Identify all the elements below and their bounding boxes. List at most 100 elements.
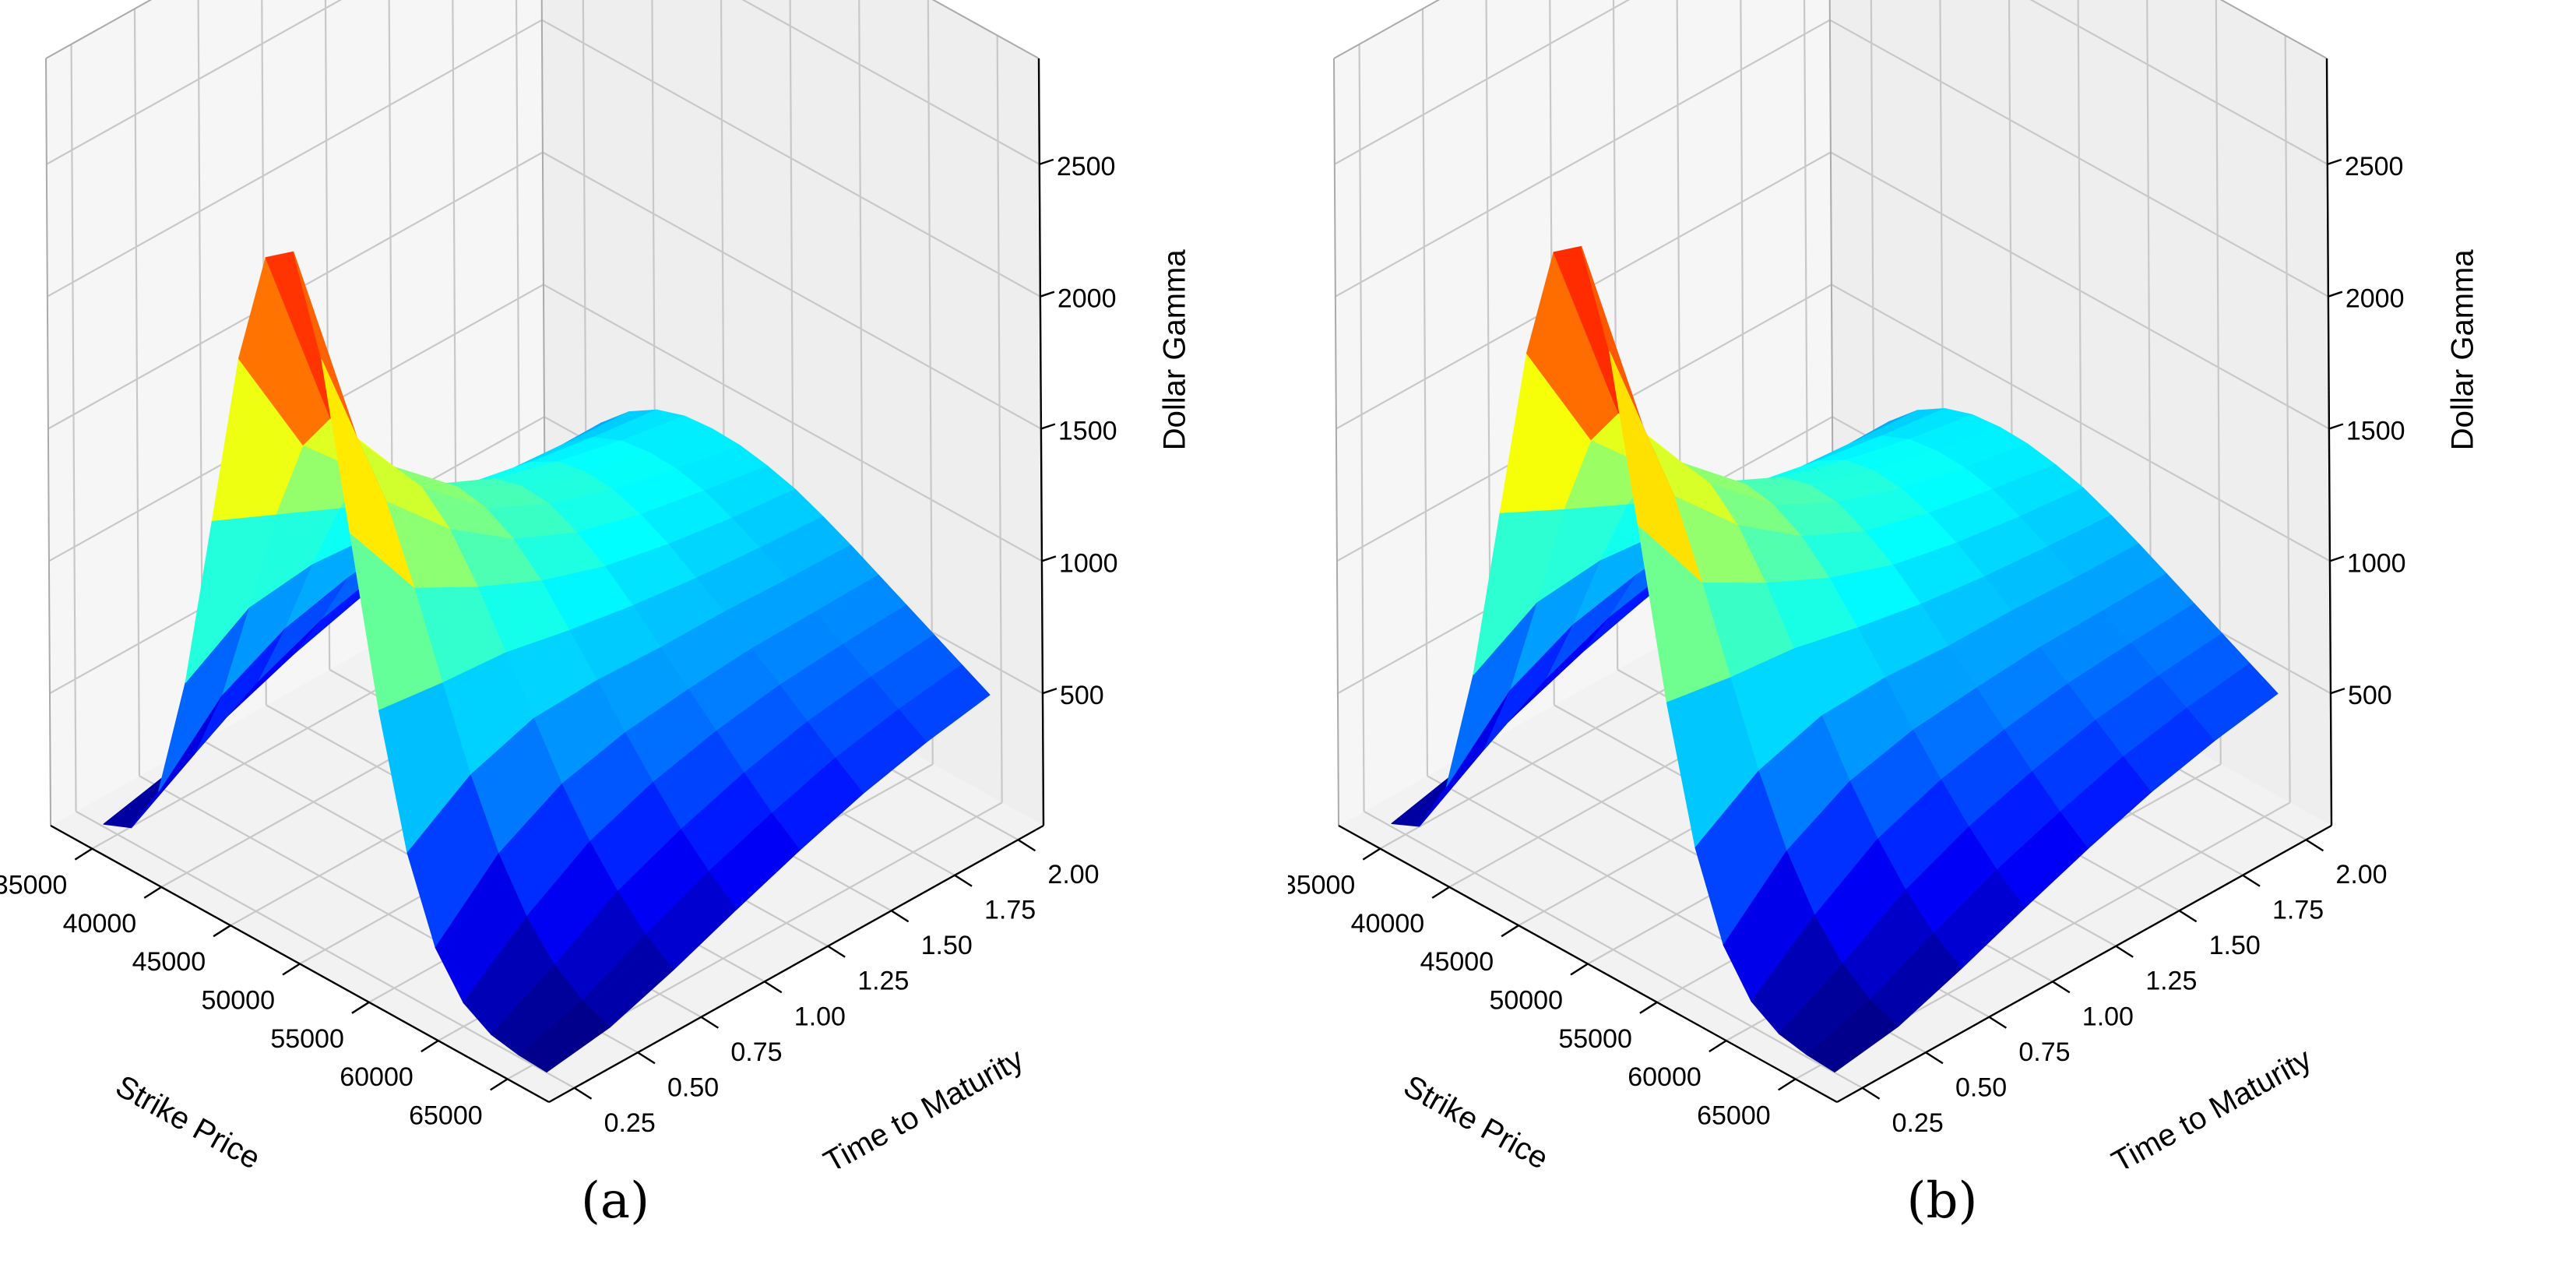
z-tick-mark — [2329, 555, 2345, 562]
x-tick-label: 40000 — [63, 909, 137, 939]
y-tick-label: 2.00 — [1047, 860, 1099, 889]
x-tick-mark — [143, 886, 162, 899]
z-axis-line — [2325, 58, 2333, 826]
z-tick-label: 1500 — [1058, 417, 1117, 446]
panel-b: 35000 40000 45000 50000 55000 60000 65000 0.25 0… — [1288, 0, 2576, 1268]
z-tick-mark — [1039, 158, 1054, 166]
x-tick-label: 50000 — [201, 986, 275, 1016]
x-tick-mark — [1501, 925, 1519, 938]
y-tick-label: 1.00 — [2082, 1002, 2134, 1031]
y-tick-mark — [1861, 1087, 1881, 1100]
x-tick-label: 55000 — [1558, 1024, 1632, 1054]
y-tick-label: 0.25 — [604, 1108, 656, 1138]
y-axis-title: Time to Maturity — [2106, 1042, 2317, 1168]
x-tick-mark — [1362, 847, 1381, 861]
z-tick-mark — [1040, 291, 1055, 298]
y-tick-label: 2.00 — [2335, 860, 2387, 889]
surface-mesh — [1391, 245, 2279, 1073]
x-tick-label: 35000 — [0, 871, 67, 900]
x-tick-label: 40000 — [1351, 909, 1425, 939]
y-tick-label: 1.50 — [2209, 931, 2261, 960]
z-tick-mark — [2328, 423, 2344, 430]
y-tick-label: 0.50 — [667, 1073, 719, 1102]
y-tick-mark — [1925, 1051, 1944, 1065]
z-tick-label: 2500 — [1057, 152, 1116, 181]
x-tick-label: 45000 — [132, 947, 206, 977]
x-tick-label: 45000 — [1420, 947, 1494, 977]
z-tick-mark — [2330, 688, 2345, 695]
y-tick-label: 0.25 — [1892, 1108, 1944, 1138]
y-tick-label: 1.25 — [857, 967, 909, 996]
x-tick-label: 35000 — [1288, 871, 1355, 900]
y-tick-mark — [2052, 981, 2071, 994]
y-tick-mark — [2178, 910, 2198, 923]
surface-plot-a: 35000 40000 45000 50000 55000 60000 65000 0.25 0… — [0, 0, 1191, 1168]
surface-facet — [518, 1000, 611, 1073]
z-tick-label: 1000 — [1059, 548, 1118, 578]
z-axis-title: Dollar Gamma — [1157, 249, 1191, 451]
z-tick-mark — [1041, 555, 1057, 562]
x-tick-mark — [1570, 963, 1589, 976]
z-tick-mark — [1040, 423, 1056, 430]
z-tick-mark — [2328, 291, 2343, 298]
x-axis-title: Strike Price — [110, 1069, 266, 1168]
y-tick-label: 1.75 — [2272, 896, 2324, 925]
surface-plot-b: 35000 40000 45000 50000 55000 60000 65000 0.25 0… — [1288, 0, 2479, 1168]
x-tick-mark — [490, 1078, 509, 1091]
x-tick-label: 65000 — [1697, 1101, 1771, 1130]
tick-labels: 35000 40000 45000 50000 55000 60000 65000 0.25 0… — [1288, 152, 2406, 1138]
x-tick-mark — [213, 925, 231, 938]
x-tick-label: 65000 — [409, 1101, 483, 1130]
z-tick-label: 2000 — [2345, 284, 2405, 314]
z-tick-mark — [2327, 158, 2342, 166]
z-tick-label: 500 — [1060, 681, 1104, 710]
x-tick-mark — [1709, 1040, 1727, 1053]
x-tick-mark — [421, 1040, 439, 1053]
surface-mesh — [103, 251, 991, 1073]
y-tick-mark — [764, 981, 783, 994]
y-tick-mark — [2242, 874, 2261, 887]
x-tick-mark — [282, 963, 301, 976]
x-tick-label: 55000 — [270, 1024, 344, 1054]
x-tick-mark — [1431, 886, 1450, 899]
y-tick-mark — [1988, 1016, 2008, 1029]
z-axis-line — [1037, 58, 1045, 826]
y-tick-mark — [827, 945, 846, 958]
x-tick-mark — [74, 847, 93, 861]
y-tick-label: 1.75 — [984, 896, 1036, 925]
y-tick-mark — [2115, 945, 2134, 958]
panel-a: 35000 40000 45000 50000 55000 60000 65000 0.25 0… — [0, 0, 1191, 1230]
x-tick-label: 60000 — [340, 1062, 413, 1092]
y-tick-mark — [2305, 839, 2324, 852]
panel-label-b: (b) — [1906, 1172, 1978, 1230]
y-tick-label: 0.50 — [1955, 1073, 2007, 1102]
x-tick-mark — [1639, 1001, 1658, 1014]
x-tick-label: 60000 — [1628, 1062, 1701, 1092]
y-tick-mark — [573, 1087, 593, 1100]
z-axis-title: Dollar Gamma — [2445, 249, 2479, 451]
surface-facet — [1806, 999, 1899, 1073]
panel-label-a: (a) — [580, 1172, 650, 1230]
z-tick-label: 2000 — [1057, 284, 1117, 314]
tick-labels: 35000 40000 45000 50000 55000 60000 65000 0.25 0… — [0, 152, 1118, 1138]
y-tick-mark — [890, 910, 910, 923]
x-tick-mark — [351, 1001, 370, 1014]
y-axis-line — [1836, 824, 2332, 1104]
z-tick-label: 1000 — [2347, 548, 2406, 578]
x-axis-title: Strike Price — [1398, 1069, 1554, 1168]
x-tick-mark — [1778, 1078, 1797, 1091]
z-tick-label: 500 — [2348, 681, 2392, 710]
y-axis-line — [548, 824, 1044, 1104]
y-tick-mark — [700, 1016, 720, 1029]
y-tick-label: 1.00 — [794, 1002, 846, 1031]
y-tick-mark — [954, 874, 973, 887]
x-tick-label: 50000 — [1489, 986, 1563, 1016]
y-tick-label: 1.25 — [2145, 967, 2197, 996]
z-tick-mark — [1042, 688, 1057, 695]
z-tick-label: 2500 — [2345, 152, 2404, 181]
z-tick-label: 1500 — [2346, 417, 2405, 446]
y-tick-label: 0.75 — [2018, 1037, 2070, 1067]
y-tick-label: 0.75 — [730, 1037, 782, 1067]
y-tick-mark — [1017, 839, 1036, 852]
y-axis-title: Time to Maturity — [818, 1042, 1029, 1168]
